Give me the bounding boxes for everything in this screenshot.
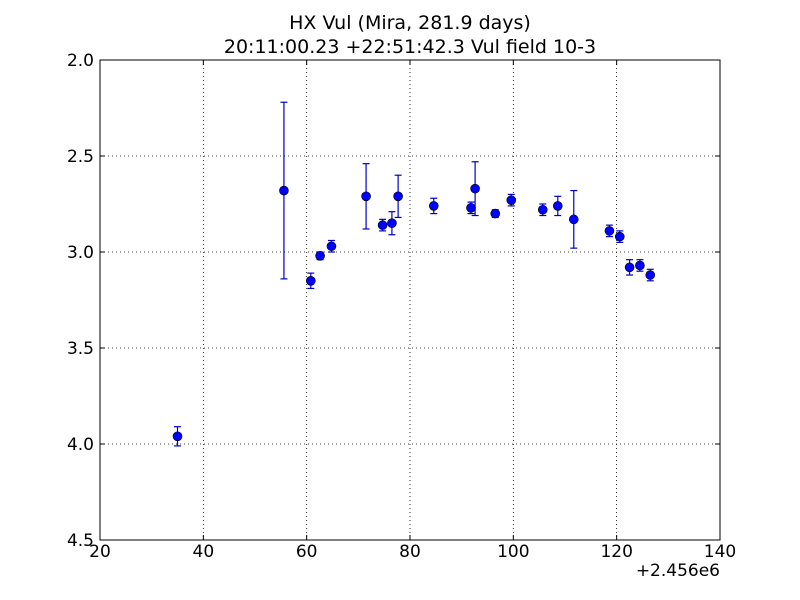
- data-point: [279, 185, 289, 196]
- y-tick-label: 2.0: [67, 51, 94, 71]
- x-tick-label: 40: [193, 542, 215, 562]
- y-tick-label: 3.5: [67, 339, 94, 359]
- chart-title: HX Vul (Mira, 281.9 days): [289, 12, 531, 34]
- data-point: [537, 204, 548, 215]
- data-point: [506, 195, 517, 205]
- chart-subtitle: 20:11:00.23 +22:51:42.3 Vul field 10-3: [224, 36, 596, 58]
- data-point: [604, 226, 615, 236]
- data-point: [387, 218, 397, 228]
- data-point: [490, 208, 501, 219]
- data-point: [377, 220, 388, 230]
- x-offset-label: +2.456e6: [636, 561, 720, 581]
- y-tick-labels: 2.0 2.5 3.0 3.5 4.0 4.5: [67, 51, 94, 551]
- data-point: [466, 203, 476, 213]
- marker-layer: [172, 183, 656, 442]
- x-tick-labels: 20 40 60 80 100 120 140: [89, 542, 736, 562]
- data-point: [568, 214, 579, 225]
- x-tick-label: 100: [497, 542, 529, 562]
- x-tick-label: 80: [399, 542, 421, 562]
- tick-layer: [99, 59, 721, 541]
- x-tick-label: 60: [296, 542, 318, 562]
- y-tick-label: 3.0: [67, 243, 94, 263]
- y-tick-label: 4.0: [67, 435, 94, 455]
- y-tick-label: 4.5: [67, 531, 94, 551]
- data-point: [624, 262, 635, 273]
- errorbar-layer: [174, 101, 654, 447]
- data-point: [470, 183, 480, 194]
- data-point: [172, 431, 183, 442]
- data-point: [552, 201, 563, 211]
- data-point: [428, 201, 439, 211]
- data-point: [645, 270, 656, 280]
- data-point: [305, 275, 316, 286]
- x-tick-label: 140: [704, 542, 736, 562]
- data-point: [315, 251, 325, 261]
- grid-layer: [100, 60, 720, 540]
- data-point: [361, 191, 371, 202]
- x-tick-label: 120: [600, 542, 632, 562]
- x-tick-label: 20: [89, 542, 111, 562]
- data-point: [393, 191, 403, 202]
- data-point: [614, 231, 625, 242]
- y-tick-label: 2.5: [67, 147, 94, 167]
- data-point: [326, 241, 337, 252]
- data-point: [635, 260, 645, 271]
